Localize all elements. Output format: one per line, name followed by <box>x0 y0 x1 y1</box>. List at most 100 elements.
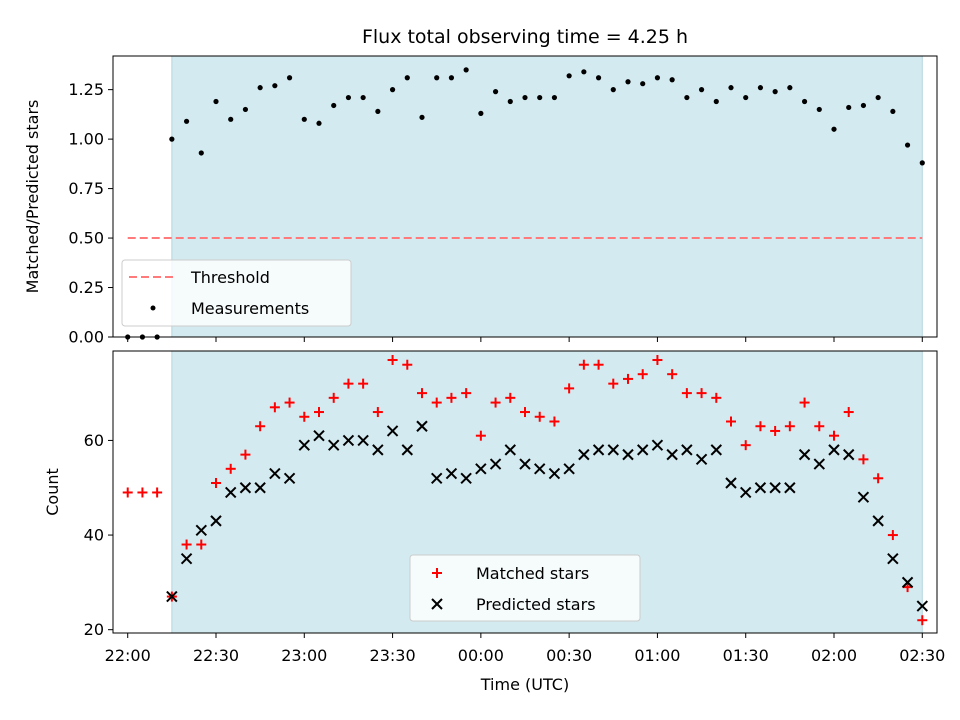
measurement-point <box>713 98 719 105</box>
matched-star-point <box>328 392 339 403</box>
cross-b <box>784 482 796 494</box>
matched-star-point <box>608 378 619 389</box>
predicted-star-point <box>401 444 413 456</box>
cross-b <box>592 444 605 456</box>
matched-star-point <box>681 388 692 399</box>
cross-b <box>769 482 781 494</box>
predicted-star-point <box>784 482 796 494</box>
matched-star-point <box>387 354 398 365</box>
predicted-star-point <box>460 472 472 484</box>
matched-star-point <box>314 407 324 418</box>
y-tick-label: 0.00 <box>68 328 104 347</box>
cross-b <box>548 467 561 480</box>
predicted-star-point <box>710 444 722 456</box>
measurement-point <box>640 81 646 87</box>
matched-star-point <box>299 411 310 422</box>
measurement-point <box>816 106 822 113</box>
measurement-point <box>478 110 484 116</box>
predicted-star-point <box>239 482 252 494</box>
predicted-star-point <box>166 590 178 603</box>
bottom-y-ticks: 20 40 60 <box>84 431 113 639</box>
cross-b <box>563 463 575 475</box>
matched-star-point <box>770 425 781 436</box>
measurement-point <box>242 106 249 113</box>
measurement-point <box>286 75 293 81</box>
cross-b <box>225 486 237 499</box>
bottom-legend-box <box>409 554 641 622</box>
matched-star-point <box>726 416 736 427</box>
measurement-point <box>610 87 616 93</box>
matched-star-point <box>623 373 633 384</box>
cross-b <box>534 463 546 475</box>
matched-star-point <box>137 487 148 498</box>
cross-b <box>416 420 428 432</box>
cross-b <box>622 448 634 461</box>
measurement-point <box>772 89 778 95</box>
cross-b <box>725 477 737 489</box>
cross-b <box>857 491 870 503</box>
measurement-point <box>448 75 455 81</box>
predicted-star-point <box>210 515 222 527</box>
predicted-star-point <box>828 444 840 456</box>
matched-star-point <box>534 411 545 422</box>
measurement-point <box>831 126 837 132</box>
x-tick-label: 01:30 <box>723 646 769 665</box>
measurement-point <box>198 150 204 156</box>
matched-star-point <box>887 530 898 541</box>
cross-b <box>431 598 443 610</box>
measurement-point <box>522 94 528 101</box>
predicted-star-point <box>534 463 546 475</box>
measurement-point <box>625 79 631 85</box>
cross-b <box>578 448 590 461</box>
y-tick-label: 0.50 <box>68 229 104 248</box>
cross-b <box>916 600 928 612</box>
predicted-star-point <box>298 439 310 451</box>
cross-b <box>666 448 678 461</box>
measurement-point <box>375 108 381 115</box>
top-y-ticks: 0.00 0.25 0.50 0.75 1.00 1.25 <box>68 80 113 347</box>
predicted-star-point <box>489 458 502 470</box>
cross-b <box>710 444 722 456</box>
top-axes-frame <box>112 55 938 338</box>
predicted-star-point <box>357 434 369 447</box>
cross-b <box>489 458 502 470</box>
measurement-point <box>801 98 808 105</box>
predicted-star-point <box>725 477 737 489</box>
measurement-point <box>301 116 307 122</box>
matched-star-point <box>829 430 839 441</box>
chart-title: Flux total observing time = 4.25 h <box>362 26 688 48</box>
predicted-star-point <box>681 444 693 456</box>
bottom-subplot: 20 40 60 22:00 22:30 23:00 23:30 00:00 00:30 01:… <box>43 350 945 694</box>
measurement-point <box>331 102 337 109</box>
predicted-star-point <box>607 444 619 456</box>
x-tick-label: 22:00 <box>105 646 151 665</box>
cross-b <box>166 590 178 603</box>
matched-star-point <box>814 421 825 432</box>
count-series <box>122 354 928 626</box>
predicted-star-point <box>475 463 487 475</box>
matched-star-point <box>461 388 472 399</box>
x-tick-label: 00:30 <box>546 646 592 665</box>
predicted-star-point <box>695 453 708 466</box>
measurement-point <box>890 108 896 115</box>
legend-measurements-swatch <box>150 305 156 311</box>
x-tick-label: 00:00 <box>458 646 504 665</box>
top-subplot: 0.00 0.25 0.50 0.75 1.00 1.25 Flux total obse… <box>23 26 938 347</box>
predicted-star-point <box>916 600 928 612</box>
measurement-point <box>904 142 911 148</box>
matched-star-point <box>196 539 207 550</box>
matched-star-point <box>593 359 604 370</box>
measurement-point <box>875 94 881 101</box>
measurement-point <box>463 67 469 73</box>
predicted-star-point <box>283 472 296 484</box>
top-legend: Threshold Measurements <box>121 259 352 327</box>
x-tick-label: 23:00 <box>281 646 327 665</box>
measurement-point <box>743 94 749 101</box>
measurement-point <box>257 85 263 91</box>
matched-star-point <box>520 407 530 418</box>
measurement-point <box>213 98 219 105</box>
predicted-star-point <box>622 448 634 461</box>
y-tick-label: 1.00 <box>68 130 104 149</box>
legend-matched-marker <box>432 568 442 578</box>
